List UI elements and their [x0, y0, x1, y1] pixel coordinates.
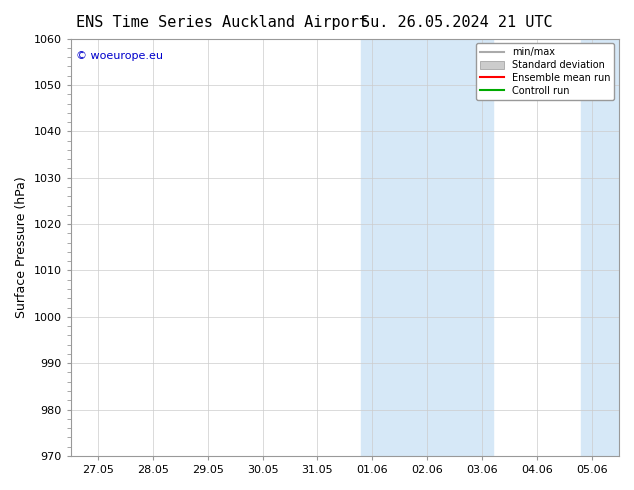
Text: ENS Time Series Auckland Airport: ENS Time Series Auckland Airport	[76, 15, 368, 30]
Legend: min/max, Standard deviation, Ensemble mean run, Controll run: min/max, Standard deviation, Ensemble me…	[476, 44, 614, 100]
Bar	[581, 39, 634, 456]
Bar	[361, 39, 493, 456]
Text: © woeurope.eu: © woeurope.eu	[76, 51, 163, 61]
Text: Su. 26.05.2024 21 UTC: Su. 26.05.2024 21 UTC	[361, 15, 552, 30]
Y-axis label: Surface Pressure (hPa): Surface Pressure (hPa)	[15, 176, 28, 318]
